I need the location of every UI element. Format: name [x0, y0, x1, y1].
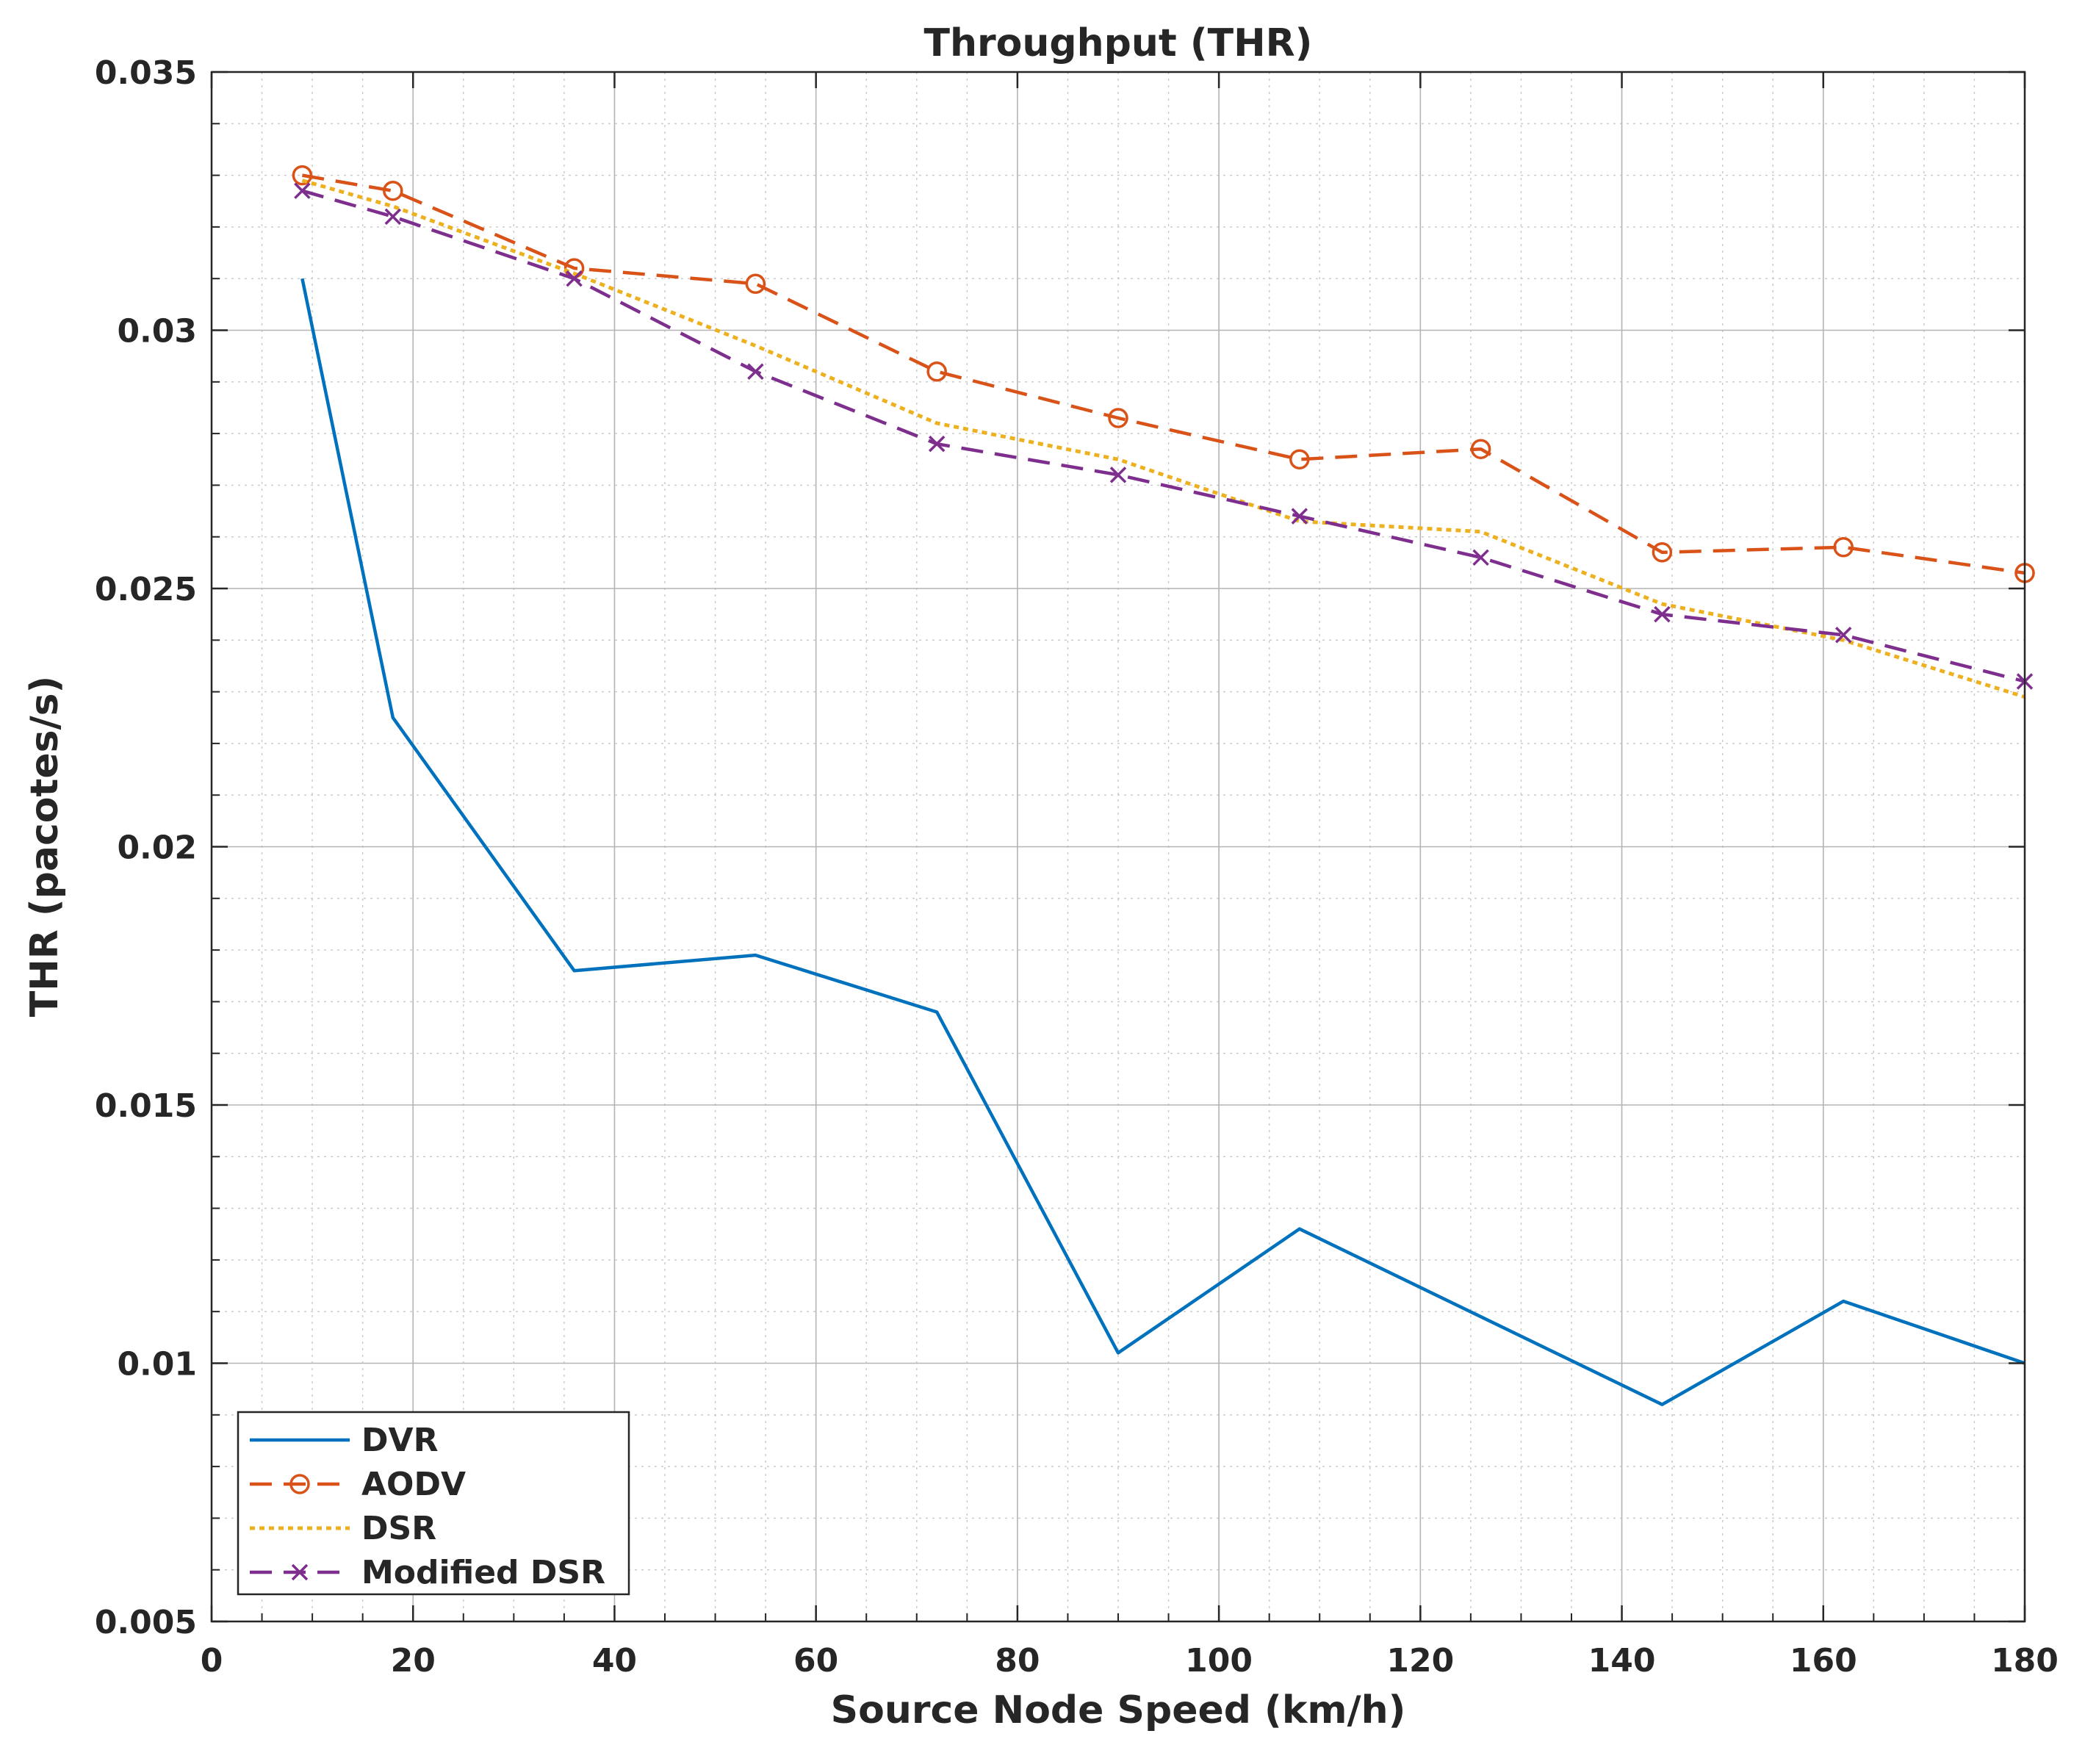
y-tick-label: 0.015	[95, 1087, 197, 1125]
series-dvr	[300, 278, 2025, 1406]
data-point-modified-dsr	[1109, 467, 1127, 483]
series-line-aodv	[302, 173, 2025, 575]
y-tick-label: 0.03	[117, 313, 197, 350]
legend-item-dsr: DSR	[250, 1510, 436, 1547]
legend-marker-aodv	[289, 1474, 310, 1494]
y-tick-label: 0.005	[95, 1604, 197, 1641]
series-modified-dsr	[294, 182, 2034, 690]
data-point-aodv	[1289, 449, 1310, 469]
legend-label-dvr: DVR	[361, 1422, 438, 1459]
legend-label-aodv: AODV	[361, 1466, 466, 1503]
chart-title: Throughput (THR)	[924, 21, 1313, 65]
x-axis-label: Source Node Speed (km/h)	[831, 1688, 1406, 1732]
legend-label-modified-dsr: Modified DSR	[361, 1554, 605, 1591]
x-tick-label: 60	[793, 1642, 838, 1680]
data-point-aodv	[1470, 439, 1491, 459]
data-point-modified-dsr	[1291, 508, 1308, 525]
data-point-aodv	[1108, 408, 1128, 428]
y-tick-label: 0.02	[117, 829, 197, 867]
data-point-modified-dsr	[1834, 627, 1852, 644]
data-point-modified-dsr	[566, 270, 583, 287]
data-point-aodv	[383, 180, 403, 201]
legend-box	[237, 1411, 630, 1596]
x-tick-label: 120	[1386, 1642, 1454, 1680]
data-point-modified-dsr	[1472, 549, 1489, 566]
y-tick-label: 0.01	[117, 1346, 197, 1383]
y-tick-label: 0.025	[95, 571, 197, 608]
x-tick-label: 40	[592, 1642, 637, 1680]
x-tick-label: 180	[1991, 1642, 2059, 1680]
data-point-aodv	[926, 361, 947, 382]
x-tick-labels: 0 20 40 60 80 100 120 140 160 180	[201, 1642, 2059, 1680]
data-point-modified-dsr	[294, 182, 311, 199]
y-axis-label: THR (pacotes/s)	[23, 676, 67, 1018]
x-tick-label: 160	[1790, 1642, 1857, 1680]
legend: DVR AODV DSR Modified DSR	[237, 1411, 630, 1596]
series-line-dvr	[300, 278, 2025, 1406]
data-point-aodv	[1652, 542, 1673, 563]
data-point-modified-dsr	[747, 363, 764, 380]
y-tick-labels: 0.005 0.01 0.015 0.02 0.025 0.03 0.035	[95, 54, 197, 1641]
data-point-modified-dsr	[1654, 605, 1671, 623]
series-dsr	[301, 179, 2025, 699]
data-point-modified-dsr	[384, 208, 402, 226]
x-tick-label: 140	[1588, 1642, 1656, 1680]
data-point-aodv	[745, 273, 766, 294]
legend-item-modified-dsr: Modified DSR	[250, 1554, 605, 1591]
data-point-aodv	[1833, 537, 1854, 558]
data-point-modified-dsr	[928, 435, 946, 453]
data-point-aodv	[292, 165, 313, 186]
legend-label-dsr: DSR	[361, 1510, 436, 1547]
series-line-modified-dsr	[301, 189, 2025, 683]
legend-item-dvr: DVR	[250, 1422, 438, 1459]
x-tick-label: 0	[201, 1642, 223, 1680]
legend-marker-modified-dsr	[291, 1563, 309, 1581]
axis-ticks	[210, 71, 2026, 1623]
x-tick-label: 20	[391, 1642, 436, 1680]
x-tick-label: 100	[1185, 1642, 1253, 1680]
x-tick-label: 80	[995, 1642, 1040, 1680]
series-line-dsr	[301, 179, 2025, 699]
legend-item-aodv: AODV	[250, 1466, 466, 1503]
y-tick-label: 0.035	[95, 54, 197, 92]
